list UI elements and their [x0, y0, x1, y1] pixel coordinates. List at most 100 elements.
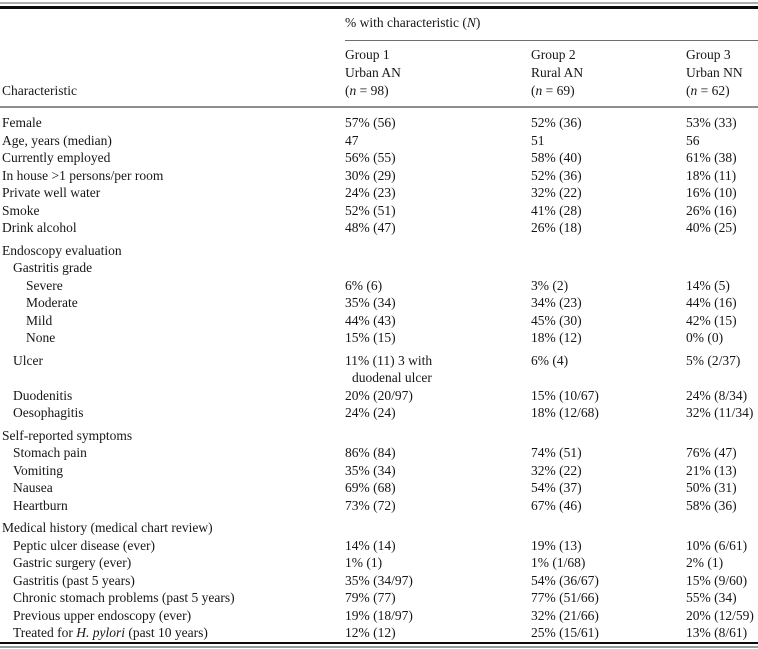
table-row: Stomach pain 86% (84) 74% (51) 76% (47) — [0, 444, 758, 462]
cell-value: 44% (43) — [345, 312, 396, 328]
cell-value: 16% (10) — [686, 185, 737, 200]
cell-value: 52% (36) — [531, 167, 582, 183]
cell-value: 47 — [345, 132, 359, 148]
cell-value: 14% (5) — [686, 277, 730, 293]
cell-value: 6% (4) — [531, 352, 569, 368]
cell-value — [531, 519, 686, 537]
table-row: None 15% (15) 18% (12) 0% (0) — [0, 329, 758, 347]
cell-value — [345, 519, 531, 537]
table-row: Mild 44% (43) 45% (30) 42% (15) — [0, 312, 758, 330]
table-row: Moderate 35% (34) 34% (23) 44% (16) — [0, 294, 758, 312]
row-label: Stomach pain — [13, 445, 87, 460]
cell-value — [345, 259, 531, 277]
top-rule-black-line — [0, 6, 758, 9]
cell-value: 21% (13) — [686, 462, 737, 478]
header-bottom-rule — [0, 106, 758, 108]
cell-value: 15% (9/60) — [686, 572, 748, 588]
table-row: Oesophagitis 24% (24) 18% (12/68) 32% (11/3… — [0, 404, 758, 422]
row-label: Previous upper endoscopy (ever) — [13, 607, 192, 623]
cell-value: 40% (25) — [686, 220, 737, 235]
cell-value: 56% (55) — [345, 150, 396, 165]
cell-value — [686, 259, 758, 277]
cell-value — [531, 259, 686, 277]
cell-value: 30% (29) — [345, 167, 396, 183]
table-row: Drink alcohol 48% (47) 26% (18) 40% (25) — [0, 219, 758, 237]
spanner-spacer — [0, 14, 345, 41]
table-row: Previous upper endoscopy (ever) 19% (18/9… — [0, 607, 758, 625]
table-top-rule — [0, 2, 758, 9]
cell-value: 14% (14) — [345, 537, 396, 553]
cell-value: 73% (72) — [345, 497, 396, 513]
row-label: None — [26, 330, 56, 345]
cell-value: 57% (56) — [345, 115, 396, 130]
cell-value: 19% (13) — [531, 537, 582, 553]
cell-value: 11% (11) 3 with duodenal ulcer — [345, 352, 433, 386]
cell-value: 32% (21/66) — [531, 607, 599, 623]
cell-value: 24% (8/34) — [686, 387, 748, 403]
group-2-name: Group 2 — [531, 47, 576, 62]
cell-value: 55% (34) — [686, 590, 737, 605]
row-label: Nausea — [13, 480, 53, 495]
cell-value: 52% (36) — [531, 115, 582, 130]
row-label: In house >1 persons/per room — [2, 167, 164, 183]
cell-value: 15% (15) — [345, 330, 396, 345]
cell-value: 32% (22) — [531, 185, 582, 200]
row-label: Age, years (median) — [2, 132, 112, 148]
table-row: Chronic stomach problems (past 5 years) 7… — [0, 589, 758, 607]
group-1-setting: Urban AN — [345, 65, 401, 80]
row-label: Gastritis (past 5 years) — [13, 572, 135, 588]
row-label: Peptic ulcer disease (ever) — [13, 537, 156, 553]
cell-value: 44% (16) — [686, 295, 737, 310]
table-row: Nausea 69% (68) 54% (37) 50% (31) — [0, 479, 758, 497]
cell-value: 5% (2/37) — [686, 352, 741, 368]
table-row: Ulcer 11% (11) 3 with duodenal ulcer 6% (4)… — [0, 352, 758, 387]
cell-value — [686, 519, 758, 537]
table-row: Currently employed 56% (55) 58% (40) 61% (3… — [0, 149, 758, 167]
row-label: Vomiting — [13, 462, 64, 478]
cell-value: 15% (10/67) — [531, 387, 599, 403]
cell-value: 34% (23) — [531, 295, 582, 310]
cell-value: 53% (33) — [686, 115, 737, 130]
cell-value: 13% (8/61) — [686, 625, 748, 640]
row-label: Chronic stomach problems (past 5 years) — [13, 590, 235, 605]
cell-value: 25% (15/61) — [531, 625, 599, 640]
row-label: Female — [2, 115, 42, 130]
cell-value: 1% (1/68) — [531, 555, 586, 570]
cell-value — [345, 242, 531, 260]
section-header-row: Self-reported symptoms — [0, 427, 758, 445]
cell-value: 12% (12) — [345, 625, 396, 640]
cell-value: 77% (51/66) — [531, 590, 599, 605]
cell-value: 2% (1) — [686, 555, 724, 570]
row-label: Ulcer — [13, 352, 43, 368]
row-label: Duodenitis — [13, 387, 73, 403]
cell-value: 35% (34) — [345, 295, 396, 310]
cell-value — [345, 427, 531, 445]
cell-value: 76% (47) — [686, 445, 737, 460]
cell-value: 19% (18/97) — [345, 607, 413, 623]
row-label: Gastric surgery (ever) — [13, 555, 132, 570]
table-row: Smoke 52% (51) 41% (28) 26% (16) — [0, 202, 758, 220]
characteristic-column-header: Characteristic — [2, 83, 77, 98]
cell-value: 54% (37) — [531, 480, 582, 495]
row-label: Severe — [26, 277, 63, 293]
group-3-name: Group 3 — [686, 47, 731, 62]
section-header-row: Gastritis grade — [0, 259, 758, 277]
table-row: Duodenitis 20% (20/97) 15% (10/67) 24% (8/3… — [0, 387, 758, 405]
row-label: Drink alcohol — [2, 220, 77, 235]
cell-value: 61% (38) — [686, 150, 737, 165]
bottom-rule-black-line — [0, 641, 758, 644]
cell-value: 26% (18) — [531, 220, 582, 235]
row-label: Self-reported symptoms — [2, 427, 133, 443]
cell-value: 20% (12/59) — [686, 607, 754, 623]
row-label: Currently employed — [2, 150, 111, 165]
cell-value: 51 — [531, 132, 545, 148]
row-label: Oesophagitis — [13, 405, 84, 420]
group-1-column-header: Group 1 Urban AN (n = 98) — [345, 46, 531, 100]
row-label: Moderate — [26, 295, 78, 310]
cell-value: 24% (23) — [345, 185, 396, 200]
row-label: Endoscopy evaluation — [2, 242, 122, 258]
cell-value: 52% (51) — [345, 202, 396, 218]
table-row: Treated for H. pylori (past 10 years) 12%… — [0, 624, 758, 642]
cell-value: 6% (6) — [345, 277, 383, 293]
